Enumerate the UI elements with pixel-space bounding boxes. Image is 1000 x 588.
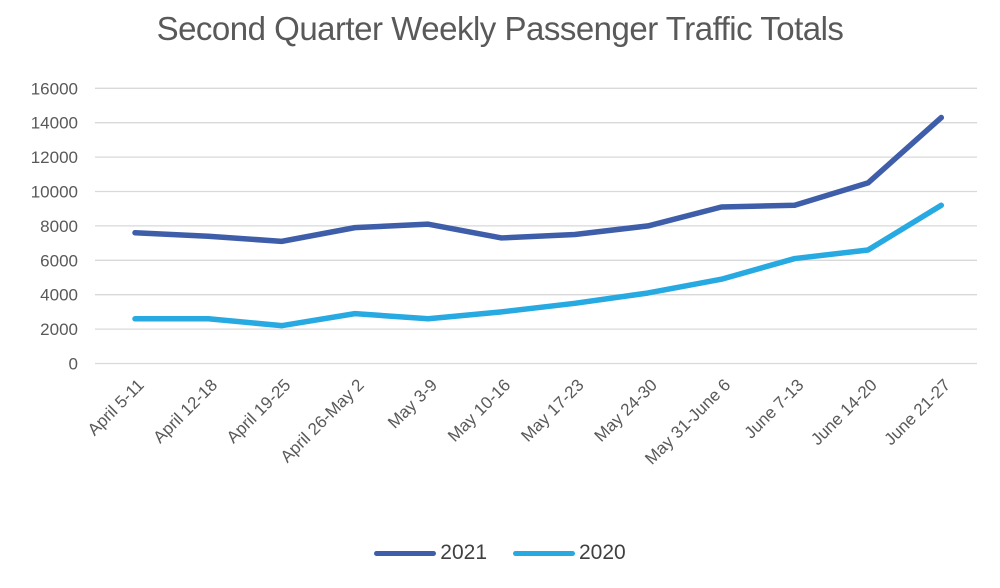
x-axis-tick-label: June 21-27 [881,375,955,449]
chart-legend: 2021 2020 [0,541,1000,565]
x-axis-tick-label: May 17-23 [517,375,587,445]
series-line-2021 [132,114,945,245]
y-axis-tick-label: 0 [69,355,78,374]
y-axis-tick-label: 8000 [40,217,78,236]
x-axis-tick-label: June 14-20 [807,375,881,449]
x-axis-tick-label: May 10-16 [444,375,514,445]
y-axis-tick-label: 16000 [31,79,78,98]
legend-item-2021: 2021 [374,541,487,565]
legend-label-2020: 2020 [579,541,626,564]
x-axis-tick-label: June 7-13 [741,375,808,442]
y-axis-tick-label: 12000 [31,148,78,167]
x-axis-tick-label: May 24-30 [591,375,661,445]
legend-label-2021: 2021 [440,541,487,564]
y-axis-tick-label: 10000 [31,183,78,202]
legend-swatch-2020-line [513,550,575,556]
y-axis-tick-label: 2000 [40,320,78,339]
x-axis-tick-label: April 19-25 [223,375,295,447]
legend-item-2020: 2020 [513,541,626,565]
y-axis-tick-label: 4000 [40,286,78,305]
series-line-2020 [132,202,945,329]
x-axis-tick-label: April 5-11 [84,375,148,439]
legend-swatch-2021-line [374,550,437,556]
y-axis-tick-label: 14000 [31,114,78,133]
x-axis-tick-label: April 12-18 [150,375,222,447]
x-axis-tick-label: May 3-9 [384,375,441,432]
chart-title: Second Quarter Weekly Passenger Traffic … [156,10,844,47]
y-axis-tick-label: 6000 [40,251,78,270]
